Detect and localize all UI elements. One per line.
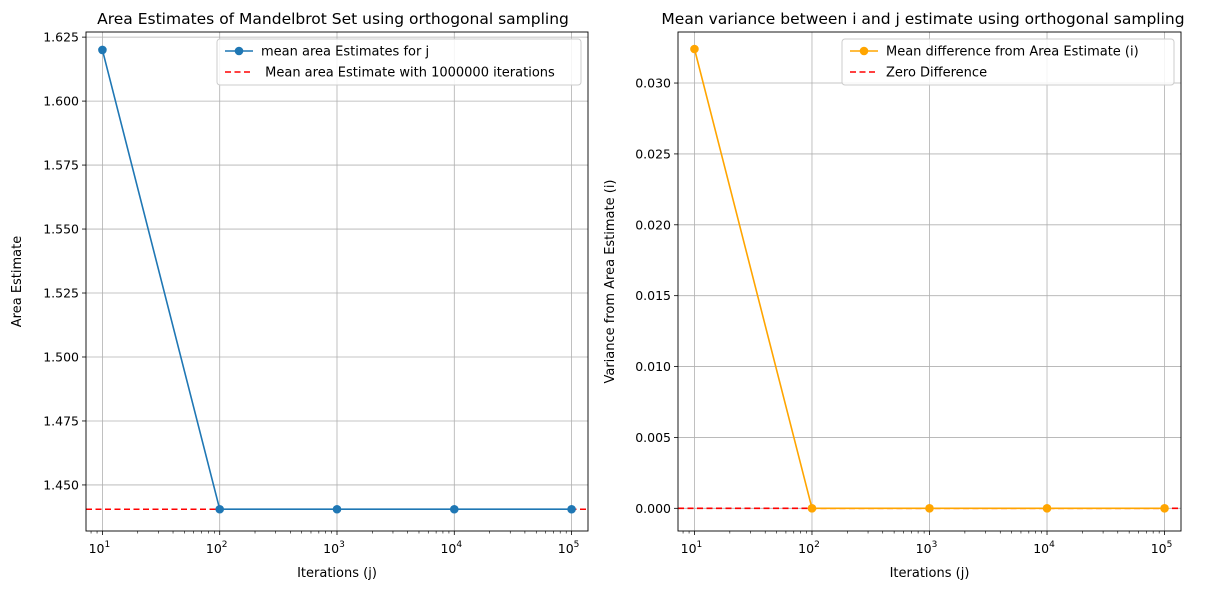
x-axis-label: Iterations (j) — [890, 566, 970, 581]
x-tick-exponent: 4 — [1049, 540, 1055, 550]
legend-label: mean area Estimates for j — [261, 45, 429, 60]
x-tick-label: 101 — [89, 540, 111, 556]
y-tick-label: 0.010 — [635, 359, 671, 374]
x-tick-exponent: 2 — [222, 540, 228, 550]
legend-label: Mean area Estimate with 1000000 iteratio… — [261, 66, 555, 81]
chart-title: Area Estimates of Mandelbrot Set using o… — [97, 10, 569, 28]
y-tick-label: 0.005 — [635, 430, 671, 445]
y-tick-label: 1.475 — [43, 413, 79, 428]
y-tick-label: 0.025 — [635, 146, 671, 161]
y-axis-label: Area Estimate — [10, 236, 25, 327]
x-tick-exponent: 5 — [574, 540, 580, 550]
data-point — [215, 504, 225, 514]
x-tick-base: 10 — [798, 541, 814, 556]
x-tick-base: 10 — [440, 541, 456, 556]
x-tick-base: 10 — [916, 541, 932, 556]
x-tick-base: 10 — [206, 541, 222, 556]
data-point — [807, 504, 817, 513]
legend-box — [216, 38, 582, 86]
legend-box — [841, 38, 1175, 86]
y-axis-label: Variance from Area Estimate (i) — [603, 179, 618, 383]
legend-label: Mean difference from Area Estimate (i) — [886, 45, 1139, 60]
y-tick-label: 1.550 — [43, 222, 79, 237]
legend: mean area Estimates for j Mean area Esti… — [216, 38, 582, 86]
x-tick-label: 102 — [206, 540, 228, 556]
y-tick-label: 0.015 — [635, 288, 671, 303]
x-tick-label: 104 — [1033, 540, 1055, 556]
y-tick-label: 0.030 — [635, 76, 671, 91]
x-tick-exponent: 5 — [1167, 540, 1173, 550]
legend-label: Zero Difference — [886, 66, 987, 81]
y-tick-label: 1.575 — [43, 158, 79, 173]
x-tick-label: 102 — [798, 540, 820, 556]
y-tick-label: 1.450 — [43, 477, 79, 492]
legend-marker — [859, 46, 869, 56]
plot-frame — [677, 31, 1182, 532]
y-tick-label: 1.625 — [43, 30, 79, 45]
x-axis-label: Iterations (j) — [297, 566, 377, 581]
data-point — [1160, 504, 1169, 513]
x-tick-label: 103 — [916, 540, 938, 556]
x-tick-label: 105 — [1151, 540, 1173, 556]
x-tick-label: 104 — [440, 540, 462, 556]
x-tick-base: 10 — [681, 541, 697, 556]
y-tick-label: 1.525 — [43, 286, 79, 301]
x-tick-exponent: 3 — [339, 540, 345, 550]
chart-1: 101 102 103 104 1051.4501.4751.5001.5251.550… — [10, 10, 589, 581]
x-tick-label: 103 — [323, 540, 345, 556]
x-tick-base: 10 — [1151, 541, 1167, 556]
chart-title: Mean variance between i and j estimate u… — [661, 10, 1184, 28]
data-point — [332, 504, 342, 514]
x-tick-base: 10 — [323, 541, 339, 556]
legend-marker — [234, 46, 244, 56]
plot-frame — [85, 31, 589, 532]
x-tick-exponent: 4 — [456, 540, 462, 550]
data-point — [98, 45, 107, 55]
x-tick-exponent: 3 — [932, 540, 938, 550]
y-tick-label: 0.000 — [635, 501, 671, 516]
y-tick-label: 0.020 — [635, 217, 671, 232]
x-tick-base: 10 — [558, 541, 574, 556]
x-tick-exponent: 2 — [814, 540, 820, 550]
x-tick-label: 105 — [558, 540, 580, 556]
data-point — [449, 504, 459, 514]
x-tick-base: 10 — [89, 541, 105, 556]
data-point — [690, 44, 699, 54]
y-tick-label: 1.600 — [43, 94, 79, 109]
data-point — [1042, 504, 1052, 513]
data-point — [925, 504, 934, 513]
x-tick-exponent: 1 — [105, 540, 111, 550]
x-tick-base: 10 — [1033, 541, 1049, 556]
data-point — [567, 504, 576, 514]
x-tick-label: 101 — [681, 540, 703, 556]
legend: Mean difference from Area Estimate (i) Ze… — [841, 38, 1175, 86]
chart-2: 101 102 103 104 1050.0000.0050.0100.0150.020… — [603, 10, 1185, 581]
x-tick-exponent: 1 — [697, 540, 703, 550]
y-tick-label: 1.500 — [43, 349, 79, 364]
